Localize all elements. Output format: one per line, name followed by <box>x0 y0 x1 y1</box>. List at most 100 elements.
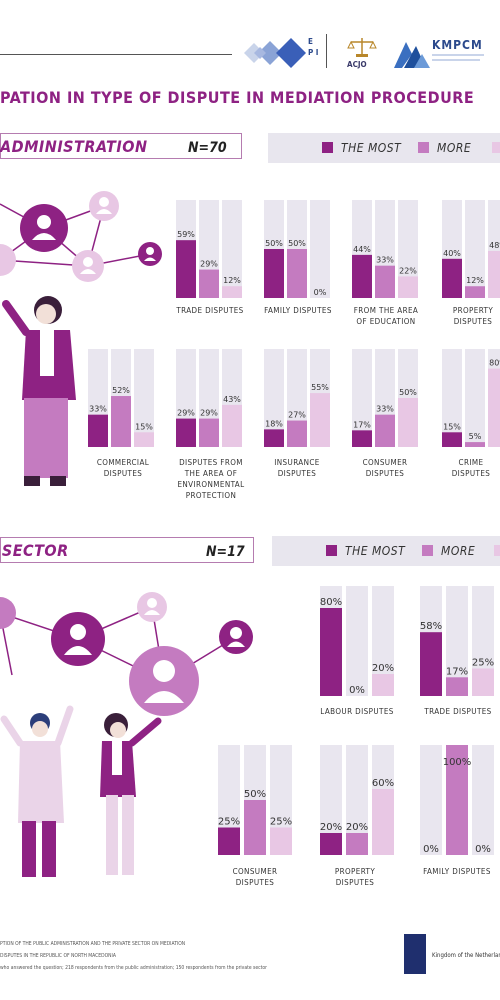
logo-divider <box>326 34 327 68</box>
chart-label-property: PROPERTY DISPUTES <box>452 306 494 326</box>
section-header-box-2 <box>0 537 254 563</box>
bar <box>375 414 395 447</box>
legend-swatch-more <box>418 142 429 153</box>
bar-track <box>264 349 284 447</box>
kmpcm-subtitle-line <box>432 54 484 56</box>
bar-value-label: 15% <box>135 422 153 431</box>
chart-label-commercial: COMMERCIAL DISPUTES <box>96 458 150 478</box>
bar-track <box>310 200 330 298</box>
legend-swatch-most <box>322 142 333 153</box>
chart-label-crime: CRIME DISPUTES <box>451 458 491 478</box>
footer-note-2: DISPUTES IN THE REPUBLIC OF NORTH MACEDO… <box>0 953 116 959</box>
legend-swatch-most-2 <box>326 545 337 556</box>
bar-value-label: 33% <box>376 256 394 265</box>
bar-value-label: 50% <box>288 239 306 248</box>
bar <box>134 432 154 447</box>
bar-value-label: 12% <box>223 276 241 285</box>
bar-value-label: 29% <box>177 409 195 418</box>
chart-label-family-2: FAMILY DISPUTES <box>423 867 491 876</box>
legend-item-more: MORE <box>418 141 471 155</box>
bar-value-label: 40% <box>443 249 461 258</box>
bar-value-label: 20% <box>346 822 368 833</box>
bar-value-label: 0% <box>475 844 491 855</box>
bar-track <box>134 349 154 447</box>
header-rule <box>0 54 232 55</box>
bar-value-label: 59% <box>177 230 195 239</box>
bar <box>287 420 307 447</box>
bar <box>375 265 395 298</box>
netherlands-crest-icon <box>404 934 426 974</box>
bar-track <box>446 586 468 696</box>
bar-value-label: 29% <box>200 260 218 269</box>
kmpcm-logo-text: KMPCM <box>432 38 483 52</box>
bar <box>199 418 219 447</box>
bar <box>446 745 468 855</box>
bar <box>442 432 462 447</box>
bar-value-label: 20% <box>320 822 342 833</box>
bar-track <box>398 200 418 298</box>
bar <box>372 789 394 855</box>
bar <box>446 677 468 696</box>
bar <box>264 429 284 447</box>
network-illustration-2 <box>0 592 253 877</box>
bar-track <box>442 349 462 447</box>
bar-value-label: 52% <box>112 386 130 395</box>
legend-item-most-2: THE MOST <box>326 544 405 558</box>
bar-value-label: 33% <box>376 405 394 414</box>
bar-value-label: 55% <box>311 383 329 392</box>
bar <box>398 398 418 447</box>
bar <box>488 250 500 298</box>
acjo-logo-text: ACJO <box>347 60 367 69</box>
chart-label-consumer-2: CONSUMER DISPUTES <box>232 867 278 887</box>
bar-value-label: 20% <box>372 663 394 674</box>
sample-size-2: N=17 <box>206 544 245 560</box>
bar-value-label: 25% <box>270 817 292 828</box>
bar <box>346 833 368 855</box>
bar <box>465 286 485 298</box>
kmpcm-logo-icon <box>394 42 430 68</box>
bar-track <box>465 200 485 298</box>
chart-label-family: FAMILY DISPUTES <box>264 306 332 315</box>
section-label-2: E SECTOR <box>0 541 69 560</box>
bar <box>111 396 131 447</box>
bar-value-label: 100% <box>443 757 472 768</box>
bar-value-label: 15% <box>443 422 461 431</box>
footer-note-3: who answered the question; 218 responden… <box>0 965 268 971</box>
bar <box>465 442 485 447</box>
legend <box>268 133 500 163</box>
bar-value-label: 25% <box>472 658 494 669</box>
bar-track <box>352 349 372 447</box>
chart-label-environment: DISPUTES FROM THE AREA OF ENVIRONMENTAL … <box>177 458 245 500</box>
bar-value-label: 17% <box>446 666 468 677</box>
bar-value-label: 0% <box>349 685 365 696</box>
epi-logo-text: E P I <box>308 37 319 57</box>
legend-2 <box>272 536 500 566</box>
legend-item-more-2: MORE <box>422 544 475 558</box>
bar-value-label: 43% <box>223 395 241 404</box>
bar <box>264 249 284 298</box>
bar-value-label: 80% <box>489 359 500 368</box>
section-header-box <box>0 133 242 159</box>
legend-swatch-more-2 <box>422 545 433 556</box>
bar <box>222 404 242 447</box>
bar-value-label: 0% <box>314 288 327 297</box>
bar-value-label: 44% <box>353 245 371 254</box>
bar-value-label: 5% <box>469 432 482 441</box>
sample-size: N=70 <box>188 140 227 156</box>
bar-value-label: 50% <box>399 388 417 397</box>
bar-track <box>346 586 368 696</box>
bar <box>320 833 342 855</box>
bar <box>320 608 342 696</box>
bar <box>88 414 108 447</box>
netherlands-label: Kingdom of the Netherlands <box>432 952 500 959</box>
kmpcm-subtitle-line-2 <box>432 59 480 61</box>
bar-track <box>465 349 485 447</box>
bar-value-label: 27% <box>288 411 306 420</box>
network-illustration <box>0 191 162 486</box>
section-label: ADMINISTRATION <box>0 137 148 156</box>
bar-track <box>346 745 368 855</box>
bar-value-label: 29% <box>200 409 218 418</box>
bar <box>310 393 330 447</box>
bar-value-label: 58% <box>420 621 442 632</box>
